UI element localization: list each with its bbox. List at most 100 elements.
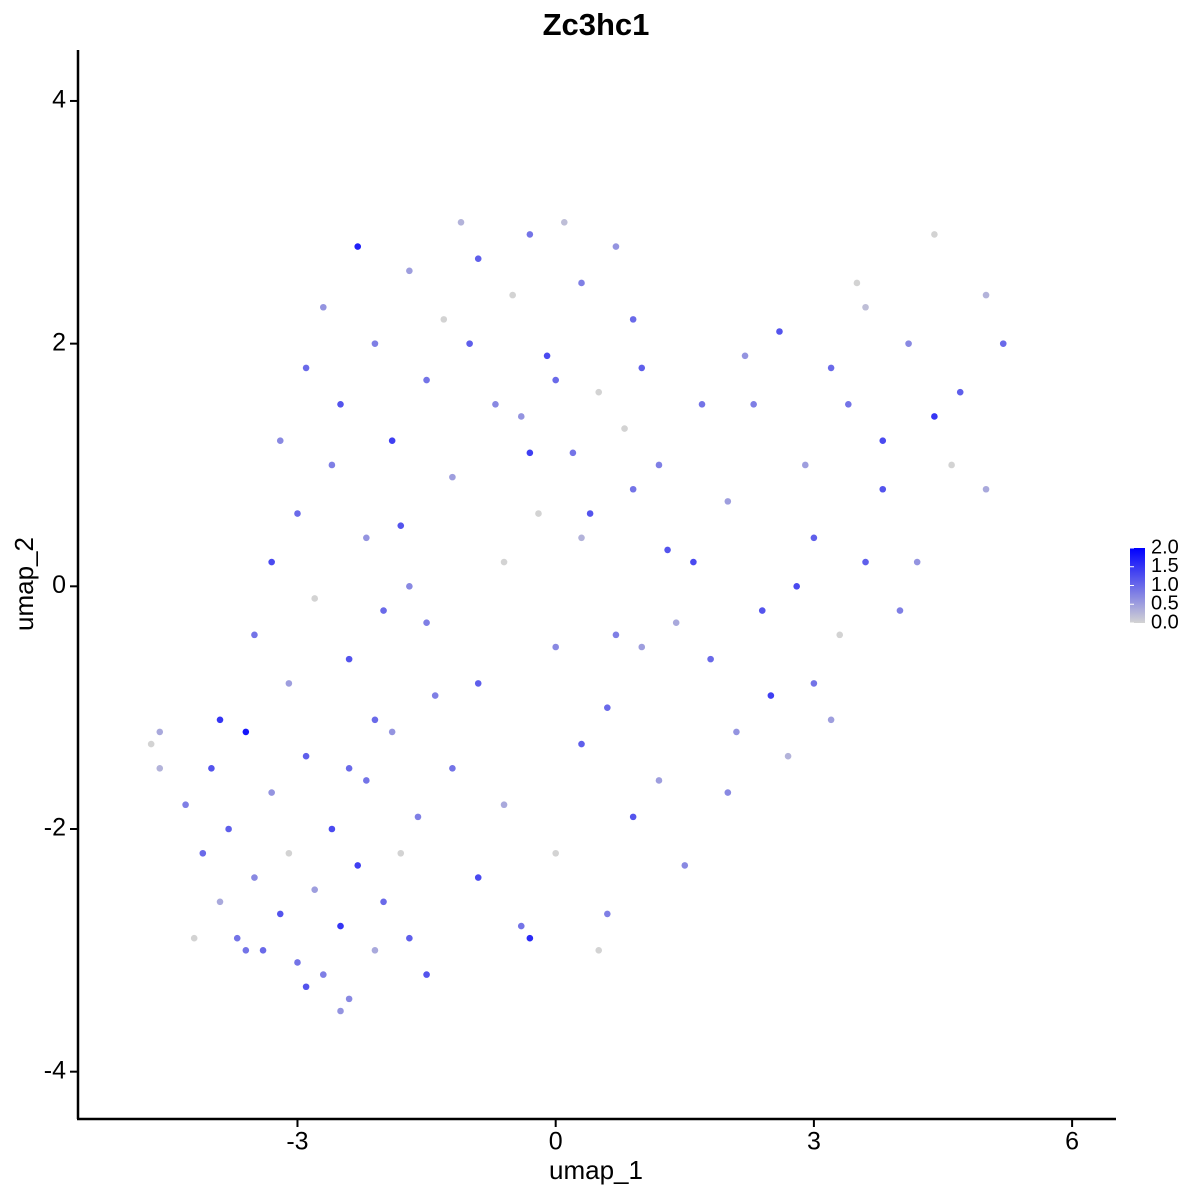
point <box>285 849 293 857</box>
point <box>406 934 413 942</box>
point <box>233 934 241 942</box>
point <box>431 692 439 699</box>
point <box>517 922 525 930</box>
point <box>552 643 559 651</box>
point <box>190 934 198 942</box>
point <box>345 765 353 772</box>
colorbar-tick-label: 0.5 <box>1151 593 1179 615</box>
point <box>517 413 525 420</box>
point <box>896 607 904 614</box>
point <box>578 279 585 287</box>
point <box>294 959 301 966</box>
point <box>724 498 732 505</box>
point <box>733 728 740 736</box>
point <box>345 655 353 663</box>
point <box>380 898 387 906</box>
point <box>784 752 792 760</box>
point <box>156 765 164 772</box>
point <box>354 862 362 869</box>
point <box>363 534 370 542</box>
point <box>474 680 482 687</box>
point <box>552 376 559 384</box>
point <box>982 291 990 299</box>
point <box>827 364 835 372</box>
point <box>276 910 284 918</box>
point <box>629 813 637 821</box>
y-tick-label: 0 <box>52 571 66 599</box>
point <box>638 643 646 651</box>
point <box>612 243 620 250</box>
point <box>380 607 387 614</box>
x-axis-label: umap_1 <box>549 1155 643 1185</box>
point <box>337 922 344 930</box>
point <box>337 1007 344 1015</box>
point <box>638 364 646 372</box>
point <box>363 777 370 784</box>
point <box>328 461 336 469</box>
point <box>776 328 783 335</box>
point <box>604 704 611 711</box>
point <box>810 534 818 542</box>
point <box>397 849 405 857</box>
point <box>956 388 964 396</box>
point <box>655 777 663 784</box>
point <box>457 219 465 226</box>
point <box>268 558 275 566</box>
x-tick-label: 6 <box>1065 1128 1079 1156</box>
point <box>879 485 887 493</box>
point <box>810 680 818 687</box>
y-tick-label: 2 <box>52 328 66 356</box>
point <box>354 243 362 250</box>
point <box>801 461 809 469</box>
point <box>406 583 413 590</box>
point <box>862 558 869 566</box>
point <box>388 437 396 445</box>
point <box>879 437 887 445</box>
point <box>853 279 861 287</box>
point <box>526 934 534 942</box>
point <box>604 910 611 918</box>
point <box>423 376 430 384</box>
y-axis-label: umap_2 <box>9 537 39 631</box>
chart-title: Zc3hc1 <box>543 7 650 42</box>
point <box>302 364 310 372</box>
point <box>199 849 207 857</box>
point <box>311 886 318 893</box>
point <box>328 825 336 833</box>
point <box>414 813 422 821</box>
y-tick-label: -4 <box>44 1056 66 1084</box>
point <box>440 316 448 323</box>
point <box>242 728 250 736</box>
point <box>216 716 224 724</box>
x-tick-label: 3 <box>807 1128 821 1156</box>
point <box>208 765 215 772</box>
point <box>182 801 189 809</box>
point <box>948 461 955 469</box>
point <box>423 971 430 978</box>
point <box>595 947 603 954</box>
point <box>526 231 534 238</box>
point <box>931 413 938 420</box>
point <box>836 631 844 639</box>
point <box>578 534 585 542</box>
point <box>758 607 766 614</box>
point <box>406 267 413 275</box>
point <box>526 449 534 457</box>
point <box>423 619 430 627</box>
point <box>147 740 155 748</box>
point <box>319 971 327 978</box>
point <box>285 680 293 687</box>
point <box>371 340 379 347</box>
point <box>492 401 499 408</box>
point <box>982 485 990 493</box>
colorbar-tick-label: 2.0 <box>1151 536 1179 558</box>
point <box>156 728 164 736</box>
point <box>449 473 456 481</box>
points <box>147 219 1007 1015</box>
point <box>862 303 869 311</box>
point <box>905 340 912 347</box>
point <box>750 401 757 408</box>
point <box>268 789 275 796</box>
point <box>655 461 663 469</box>
